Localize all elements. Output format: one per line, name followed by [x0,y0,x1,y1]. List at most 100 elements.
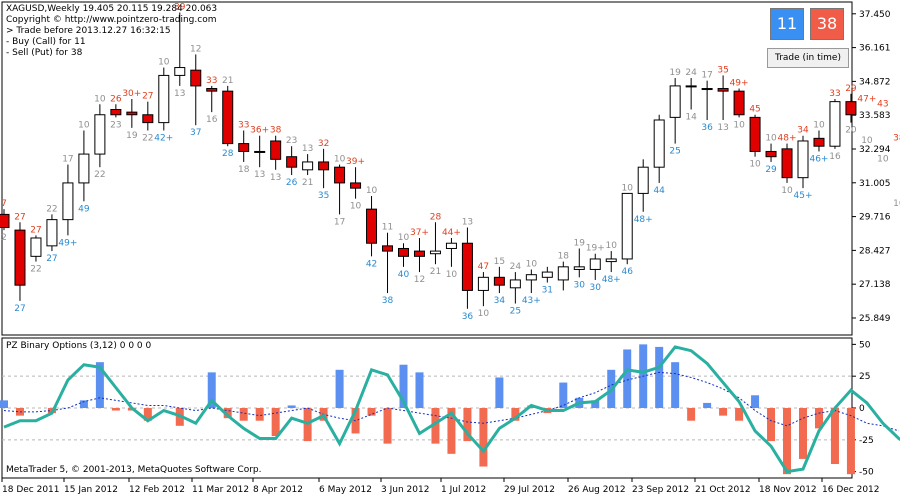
candle-signal-label: 22 [30,265,41,275]
time-axis-tick-label: 16 Dec 2012 [822,485,880,495]
candle-signal-label: 19+ [586,244,605,254]
indicator-axis-tick-label: 0 [859,404,865,414]
candle-signal-label: 44+ [442,228,461,238]
histogram-bar-negative [271,408,280,436]
candle-signal-label: 10 [334,155,346,165]
bearish-candle [286,156,298,168]
histogram-bar-negative [783,408,792,475]
bullish-candle [541,271,553,278]
price-axis-tick-label: 34.872 [859,77,891,87]
candle-signal-label: 12 [414,275,425,285]
candle-signal-label: 20 [845,126,857,136]
histogram-bar-negative [143,408,152,421]
price-axis-tick-label: 27.138 [859,280,891,290]
histogram-bar-positive [671,362,680,408]
candle-signal-label: 30+ [122,89,141,99]
copyright-line: Copyright © http://www.pointzero-trading… [6,15,217,25]
candle-signal-label: 10 [893,199,900,209]
histogram-bar-positive [591,400,600,408]
candle-signal-label: 49+ [58,238,77,248]
bearish-candle [238,143,250,152]
bearish-candle [366,208,378,244]
indicator-title: PZ Binary Options (3,12) 0 0 0 0 [6,341,152,351]
histogram-bar-negative [735,408,744,421]
platform-copyright: MetaTrader 5, © 2001-2013, MetaQuotes So… [6,465,262,475]
candle-signal-label: 16 [206,115,218,125]
candle-signal-label: 13 [254,170,265,180]
candle-signal-label: 19 [574,238,586,248]
candle-signal-label: 10 [94,94,106,104]
candle-signal-label: 17 [62,155,73,165]
histogram-bar-negative [814,408,823,429]
candle-signal-label: 34 [494,296,506,306]
candle-signal-label: 18 [238,165,250,175]
bearish-candle [493,276,505,286]
candle-signal-label: 10 [366,186,378,196]
bullish-candle [557,266,569,281]
bullish-candle [302,161,314,171]
histogram-bar-positive [335,369,344,408]
candle-signal-label: 26 [110,94,122,104]
candle-signal-label: 10 [606,241,618,251]
histogram-bar-positive [751,395,760,408]
bullish-candle [621,192,633,260]
histogram-bar-positive [655,346,664,408]
candle-signal-label: 10 [158,58,170,68]
candle-signal-label: 7 [1,199,7,209]
candle-signal-label: 13 [717,123,728,133]
indicator-axis-tick-label: -25 [859,436,874,446]
candle-signal-label: 23 [286,136,297,146]
time-axis-tick-label: 1 Jul 2012 [441,485,486,495]
candle-signal-label: 46 [621,267,633,277]
candle-signal-label: 48+ [634,215,653,225]
price-axis-tick-label: 31.005 [859,179,891,189]
candle-signal-label: 44 [653,186,665,196]
candle-signal-label: 10 [398,233,410,243]
candle-signal-label: 31 [542,286,553,296]
oscillator-line [3,345,900,474]
histogram-bar-negative [383,408,392,444]
candle-signal-label: 10 [478,309,490,319]
candle-signal-label: 27 [14,212,25,222]
bearish-candle [0,213,10,228]
sell-put-button[interactable]: 38 [810,8,844,40]
chart-info-panel: XAGUSD,Weekly 19.405 20.115 19.284 20.06… [6,4,217,59]
bearish-candle [334,166,346,184]
time-axis-tick-label: 18 Nov 2012 [759,485,817,495]
candle-signal-label: 10 [446,270,458,280]
price-axis-tick-label: 25.849 [859,314,891,324]
bearish-candle [222,90,234,145]
candle-signal-label: 13 [270,173,281,183]
bearish-candle [14,229,26,286]
candle-signal-label: 13 [462,217,473,227]
candle-signal-label: 21 [222,76,233,86]
candle-signal-label: 12 [190,44,201,54]
histogram-bar-negative [687,408,696,421]
trade-in-time-button[interactable]: Trade (in time) [767,48,849,68]
histogram-bar-negative [239,408,248,421]
time-axis-tick-label: 12 Feb 2012 [129,485,185,495]
bearish-candle [190,69,202,87]
histogram-bar-positive [287,405,296,408]
candle-signal-label: 42 [366,259,377,269]
candle-signal-label: 28 [430,212,442,222]
bearish-candle [813,137,825,147]
indicator-axis-tick-label: -50 [859,468,874,478]
histogram-bar-positive [0,400,8,408]
candle-signal-label: 38 [893,134,900,144]
bullish-candle [46,219,58,247]
bullish-candle [477,276,489,291]
candle-signal-label: 25 [669,147,680,157]
histogram-bar-negative [431,408,440,444]
candle-signal-label: 40 [398,270,410,280]
buy-call-button[interactable]: 11 [770,8,804,40]
time-axis-tick-label: 18 Dec 2011 [2,485,60,495]
candle-signal-label: 10 [781,186,793,196]
bearish-candle [126,111,138,116]
price-axis-tick-label: 32.294 [859,145,891,155]
signal-line [3,371,900,432]
candle-signal-label: 28 [222,149,234,159]
candle-signal-label: 47+ [857,94,876,104]
bullish-candle [445,242,457,249]
candle-signal-label: 10 [813,120,825,130]
